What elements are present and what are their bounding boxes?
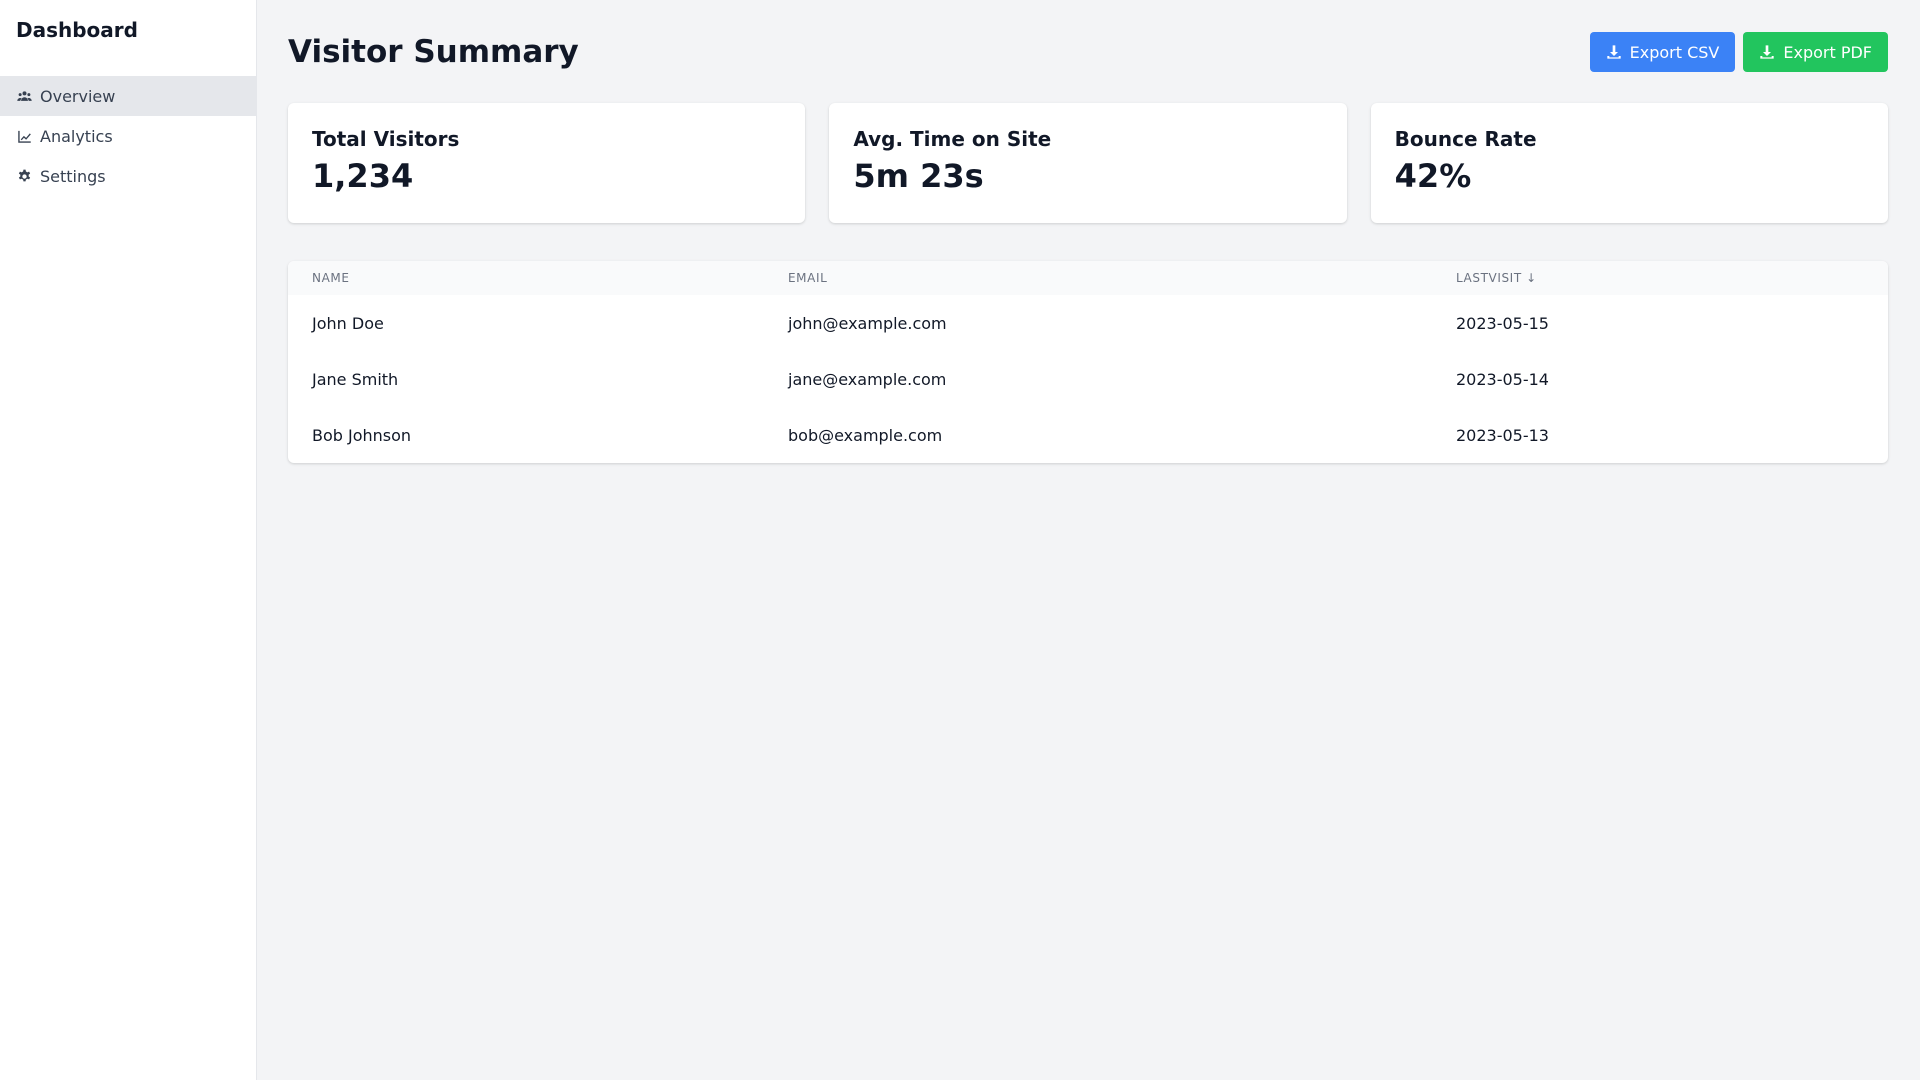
cell-name: Bob Johnson	[312, 425, 412, 445]
sidebar-item-overview[interactable]: Overview	[0, 76, 256, 116]
column-header-last-visit[interactable]: LastVisit ↓	[1456, 271, 1537, 285]
cell-last-visit: 2023-05-14	[1456, 369, 1549, 389]
sidebar-item-label: Settings	[40, 166, 106, 186]
stat-value: 5m 23s	[853, 157, 984, 195]
stat-value: 42%	[1394, 157, 1472, 195]
stat-card-bounce-rate: Bounce Rate 42%	[1370, 103, 1888, 223]
cell-name: John Doe	[312, 313, 384, 333]
export-pdf-label: Export PDF	[1783, 42, 1872, 62]
cell-email: john@example.com	[788, 313, 947, 333]
stat-value: 1,234	[312, 157, 414, 195]
download-icon	[1606, 45, 1621, 59]
sidebar-nav: Overview Analytics Settings	[0, 76, 256, 196]
export-pdf-button[interactable]: Export PDF	[1743, 32, 1888, 72]
stat-label: Avg. Time on Site	[853, 127, 1052, 151]
cell-last-visit: 2023-05-15	[1456, 313, 1549, 333]
stat-label: Total Visitors	[312, 127, 460, 151]
export-csv-button[interactable]: Export CSV	[1589, 32, 1736, 72]
chart-line-icon	[16, 128, 32, 144]
column-header-email[interactable]: Email	[788, 271, 828, 285]
table-row[interactable]: John Doe john@example.com 2023-05-15	[288, 295, 1888, 351]
cell-name: Jane Smith	[312, 369, 399, 389]
sidebar-item-label: Analytics	[40, 126, 113, 146]
brand-title: Dashboard	[16, 18, 138, 42]
sidebar: Dashboard Overview Analytics Settings	[0, 0, 257, 1080]
main-content: Visitor Summary Export CSV Export PDF To…	[257, 0, 1920, 1080]
table-row[interactable]: Bob Johnson bob@example.com 2023-05-13	[288, 407, 1888, 463]
download-icon	[1760, 45, 1775, 59]
cell-email: jane@example.com	[788, 369, 947, 389]
stat-cards: Total Visitors 1,234 Avg. Time on Site 5…	[288, 103, 1888, 223]
table-row[interactable]: Jane Smith jane@example.com 2023-05-14	[288, 351, 1888, 407]
column-header-name[interactable]: Name	[312, 271, 350, 285]
page-title: Visitor Summary	[288, 34, 579, 70]
gear-icon	[16, 168, 32, 184]
sidebar-item-settings[interactable]: Settings	[0, 156, 256, 196]
users-icon	[16, 88, 32, 104]
cell-email: bob@example.com	[788, 425, 943, 445]
table-header-row: Name Email LastVisit ↓	[288, 261, 1888, 295]
visitors-table-grid: Name Email LastVisit ↓ John Doe john@exa…	[288, 261, 1888, 463]
sidebar-item-analytics[interactable]: Analytics	[0, 116, 256, 156]
stat-card-total-visitors: Total Visitors 1,234	[288, 103, 806, 223]
visitors-table: Name Email LastVisit ↓ John Doe john@exa…	[288, 261, 1888, 463]
cell-last-visit: 2023-05-13	[1456, 425, 1549, 445]
stat-card-avg-time: Avg. Time on Site 5m 23s	[829, 103, 1347, 223]
stat-label: Bounce Rate	[1394, 127, 1537, 151]
page-header: Visitor Summary Export CSV Export PDF	[288, 31, 1888, 73]
export-csv-label: Export CSV	[1629, 42, 1720, 62]
header-actions: Export CSV Export PDF	[1589, 32, 1888, 72]
sidebar-item-label: Overview	[40, 86, 116, 106]
